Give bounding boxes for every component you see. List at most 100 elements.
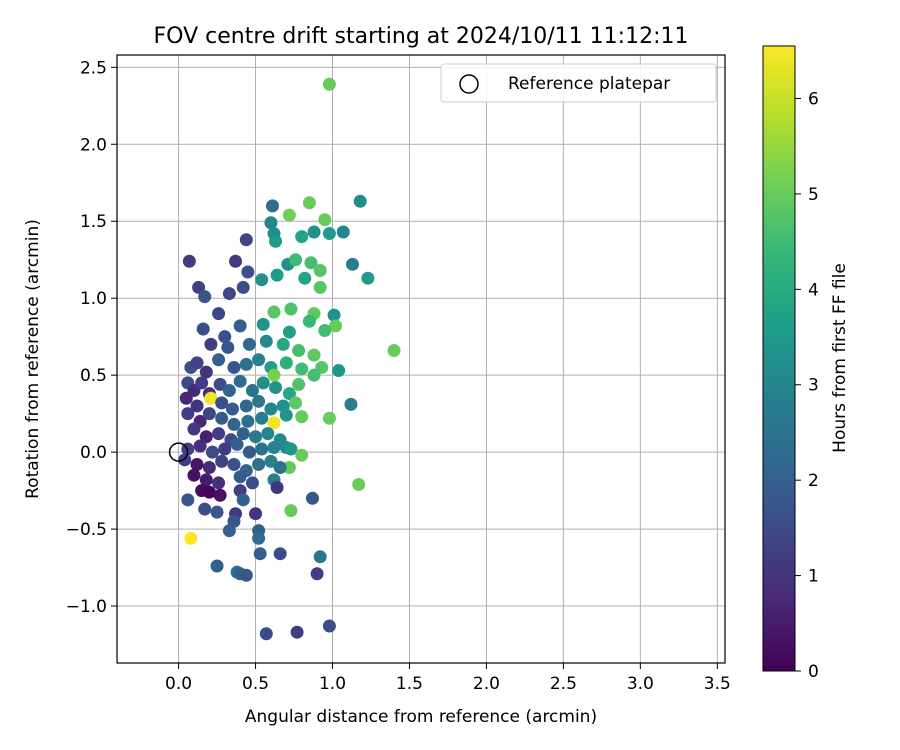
scatter-point [295,362,309,376]
scatter-point [267,305,281,319]
scatter-point [279,356,293,370]
scatter-point [222,384,236,398]
scatter-point [198,290,212,304]
scatter-point [227,417,241,431]
colorbar-tick-label: 1 [808,567,819,587]
y-tick-label: −0.5 [66,520,107,540]
scatter-point [295,230,309,244]
scatter-point [202,461,216,475]
scatter-point [298,271,312,285]
scatter-point [307,368,321,382]
scatter-point [239,399,253,413]
scatter-point [290,625,304,639]
x-tick-label: 3.5 [704,674,731,694]
scatter-point [252,394,266,408]
scatter-point [230,437,244,451]
scatter-point [282,325,296,339]
x-tick-label: 1.0 [319,674,346,694]
scatter-point [284,504,298,518]
scatter-point [249,507,263,521]
scatter-point [253,547,267,561]
scatter-point [270,481,284,495]
scatter-point [193,439,207,453]
scatter-point [245,384,259,398]
colorbar-tick-label: 3 [808,376,819,396]
scatter-point [273,461,287,475]
scatter-point [353,194,367,208]
x-axis-label: Angular distance from reference (arcmin) [245,707,597,727]
scatter-point [273,547,287,561]
scatter-point [199,365,213,379]
scatter-point [269,380,283,394]
scatter-point [387,344,401,358]
y-tick-label: 2.5 [80,58,107,78]
scatter-point [292,344,306,358]
scatter-point [242,445,256,459]
scatter-point [227,457,241,471]
x-tick-label: 1.5 [396,674,423,694]
scatter-point [249,430,263,444]
scatter-point [295,448,309,462]
colorbar-tick-label: 6 [808,89,819,109]
scatter-point [218,442,232,456]
scatter-point [225,402,239,416]
scatter-point [305,491,319,505]
scatter-point [222,524,236,538]
scatter-point [221,340,235,354]
scatter-point [190,457,204,471]
scatter-point [261,427,275,441]
scatter-point [233,374,247,388]
scatter-point [199,473,213,487]
colorbar-gradient [762,45,796,672]
scatter-point [202,407,216,421]
scatter-point [310,567,324,581]
scatter-point [327,308,341,322]
scatter-point [252,457,266,471]
y-axis-ticks: −1.0 −0.5 0.0 0.5 1.0 1.5 2.0 2.5 [66,58,117,617]
scatter-point [192,280,206,294]
scatter-point [213,488,227,502]
legend-label: Reference platepar [508,74,670,94]
scatter-point [181,493,195,507]
colorbar-label: Hours from first FF file [830,263,850,453]
scatter-point [346,257,360,271]
scatter-point [210,559,224,573]
scatter-point [289,396,303,410]
scatter-point [322,411,336,425]
scatter-point [233,470,247,484]
scatter-point [212,353,226,367]
scatter-point [313,280,327,294]
grid-lines [117,55,725,663]
scatter-point [239,233,253,247]
scatter-point [212,307,226,321]
scatter-point [179,391,193,405]
scatter-point [304,256,318,270]
scatter-point [313,550,327,564]
scatter-point [198,502,212,516]
y-tick-label: 1.5 [80,212,107,232]
scatter-point [212,476,226,490]
scatter-point [255,442,269,456]
scatter-point [252,531,266,545]
scatter-point [229,254,243,268]
colorbar-tick-label: 4 [808,280,819,300]
scatter-point [241,265,255,279]
scatter-point [187,422,201,436]
reference-marker [168,442,189,462]
colorbar: 0 1 2 3 4 5 6 Hours from first FF file [762,45,850,682]
scatter-point [265,199,279,213]
scatter-point [276,337,290,351]
scatter-point [307,225,321,239]
scatter-point [313,263,327,277]
scatter-point [195,376,209,390]
scatter-point [318,213,332,227]
scatter-point [181,407,195,421]
scatter-point [184,531,198,545]
x-tick-label: 2.5 [550,674,577,694]
scatter-point [205,445,219,459]
colorbar-tick-label: 2 [808,471,819,491]
plot-frame [116,54,726,664]
scatter-point [282,387,296,401]
scatter-point [255,273,269,287]
